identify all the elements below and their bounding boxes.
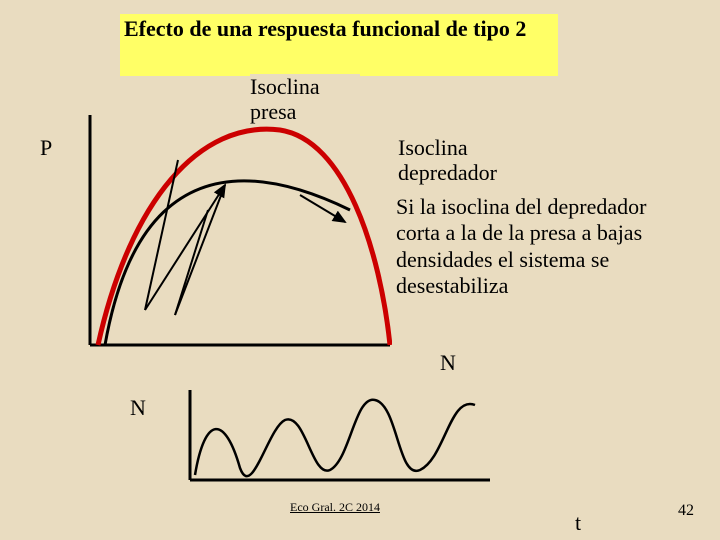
slide: Efecto de una respuesta funcional de tip… xyxy=(0,0,720,540)
explanation-text: Si la isoclina del depredador corta a la… xyxy=(392,192,670,346)
slide-number: 42 xyxy=(678,502,694,520)
axis-label-t: t xyxy=(575,510,581,535)
axis-label-N-time: N xyxy=(130,395,146,420)
predator-isocline-label: Isoclina depredador xyxy=(398,135,528,186)
axis-label-N-phase: N xyxy=(440,350,456,375)
footer-text: Eco Gral. 2C 2014 xyxy=(290,500,380,515)
slide-title: Efecto de una respuesta funcional de tip… xyxy=(120,14,558,76)
axis-label-P: P xyxy=(40,135,52,160)
prey-isocline-label: Isoclina presa xyxy=(250,74,360,125)
